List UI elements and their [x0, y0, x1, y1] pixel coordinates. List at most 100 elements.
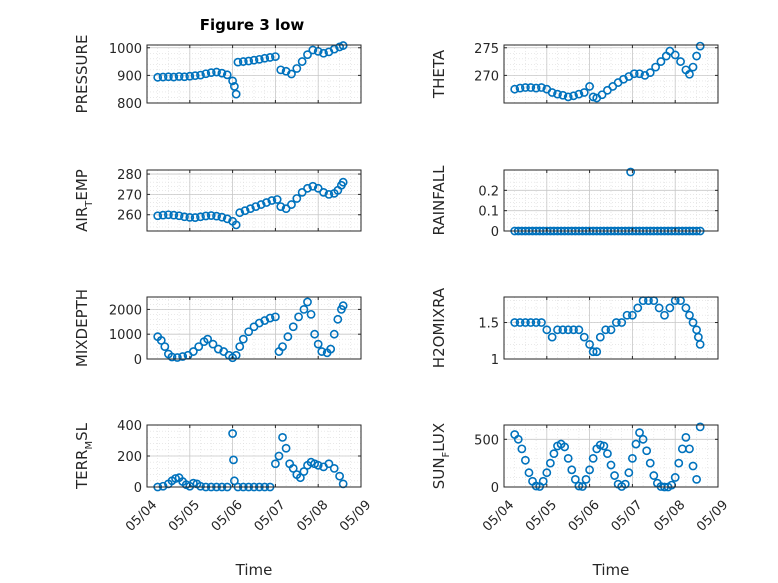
- data-point: [638, 434, 648, 444]
- data-point: [654, 303, 664, 313]
- y-tick-label: 200: [117, 450, 142, 465]
- data-point: [174, 211, 184, 221]
- data-point: [254, 54, 264, 64]
- data-point: [521, 455, 530, 465]
- data-point: [695, 422, 705, 432]
- data-point: [599, 441, 609, 451]
- data-point: [299, 304, 309, 314]
- data-point: [265, 53, 275, 62]
- y-axis-label-subscript: M: [84, 441, 95, 450]
- data-point: [244, 56, 254, 66]
- data-point: [611, 318, 621, 327]
- data-point: [292, 64, 302, 73]
- data-point: [228, 429, 237, 438]
- data-point: [160, 342, 170, 351]
- y-tick-label: 0: [134, 353, 142, 368]
- data-point: [567, 465, 577, 475]
- data-point: [585, 465, 594, 475]
- data-point: [308, 45, 318, 55]
- minor-grid-x: [146, 170, 362, 231]
- data-point: [651, 62, 660, 72]
- y-tick-label: 270: [474, 69, 499, 84]
- axis-ticks: [503, 45, 719, 103]
- y-axis-label-main: TERR: [73, 450, 91, 491]
- y-tick-label: 0.1: [478, 205, 499, 220]
- data-point: [235, 208, 245, 218]
- data-point: [278, 342, 287, 351]
- data-point: [688, 62, 698, 72]
- data-point: [606, 325, 616, 335]
- data-point: [169, 72, 179, 82]
- data-point: [201, 69, 211, 79]
- data-point: [185, 212, 195, 222]
- data-point: [542, 325, 552, 335]
- subplot-theta: 270 275 THETA: [430, 41, 719, 104]
- data-point: [194, 342, 204, 351]
- data-point: [267, 196, 277, 205]
- data-point: [695, 41, 705, 51]
- data-point: [660, 310, 669, 320]
- data-point: [676, 57, 685, 66]
- data-point: [167, 352, 177, 362]
- data-point: [283, 332, 293, 342]
- data-point: [674, 458, 684, 468]
- data-point: [629, 69, 639, 79]
- data-point: [685, 444, 694, 454]
- data-point: [174, 72, 184, 81]
- data-point: [510, 318, 520, 327]
- subplot-rainfall: 0 0.1 0.2 RAINFALL: [430, 165, 719, 240]
- data-point: [526, 318, 536, 327]
- data-point: [569, 91, 578, 101]
- data-point: [545, 458, 555, 468]
- subplot-mixdepth: 0 1000 2000 MIXDEPTH: [73, 289, 362, 368]
- y-tick-label: 900: [117, 69, 142, 84]
- y-axis-label-tail: SL: [73, 422, 91, 441]
- data-point: [249, 55, 259, 65]
- data-point: [592, 347, 602, 357]
- data-point: [670, 473, 680, 482]
- data-point: [588, 453, 598, 463]
- data-point: [270, 52, 280, 61]
- data-point: [228, 76, 237, 86]
- data-point: [581, 474, 591, 484]
- data-point: [631, 439, 641, 449]
- data-point: [595, 332, 605, 342]
- y-tick-label: 1.5: [478, 317, 499, 332]
- data-point: [517, 444, 527, 454]
- axes-frame: [503, 424, 719, 488]
- data-point: [622, 310, 632, 320]
- y-axis-label: MIXDEPTH: [73, 289, 91, 367]
- data-point: [158, 72, 168, 82]
- data-point: [190, 213, 200, 222]
- data-point: [196, 481, 205, 491]
- series-markers: [153, 41, 348, 99]
- y-tick-label: 0: [134, 481, 142, 496]
- data-point: [656, 57, 666, 66]
- data-point: [292, 194, 302, 203]
- data-point: [178, 352, 188, 361]
- data-point: [238, 57, 248, 66]
- data-point: [538, 476, 548, 486]
- data-point: [317, 347, 327, 356]
- y-axis-label: PRESSURE: [73, 35, 91, 114]
- data-point: [574, 325, 584, 335]
- y-tick-label: 800: [117, 97, 142, 112]
- y-tick-label: 275: [474, 42, 499, 57]
- data-point: [324, 459, 334, 469]
- data-point: [681, 432, 691, 442]
- data-point: [238, 334, 248, 344]
- data-point: [217, 68, 227, 78]
- data-point: [201, 211, 211, 221]
- data-point: [558, 90, 568, 100]
- data-point: [645, 68, 655, 78]
- data-point: [295, 473, 305, 483]
- data-point: [524, 468, 534, 478]
- major-grid-y: [504, 47, 718, 76]
- data-point: [692, 474, 701, 484]
- data-point: [303, 183, 312, 193]
- data-point: [270, 312, 280, 322]
- y-tick-label: 400: [117, 419, 142, 434]
- data-point: [313, 339, 323, 349]
- data-point: [681, 303, 691, 313]
